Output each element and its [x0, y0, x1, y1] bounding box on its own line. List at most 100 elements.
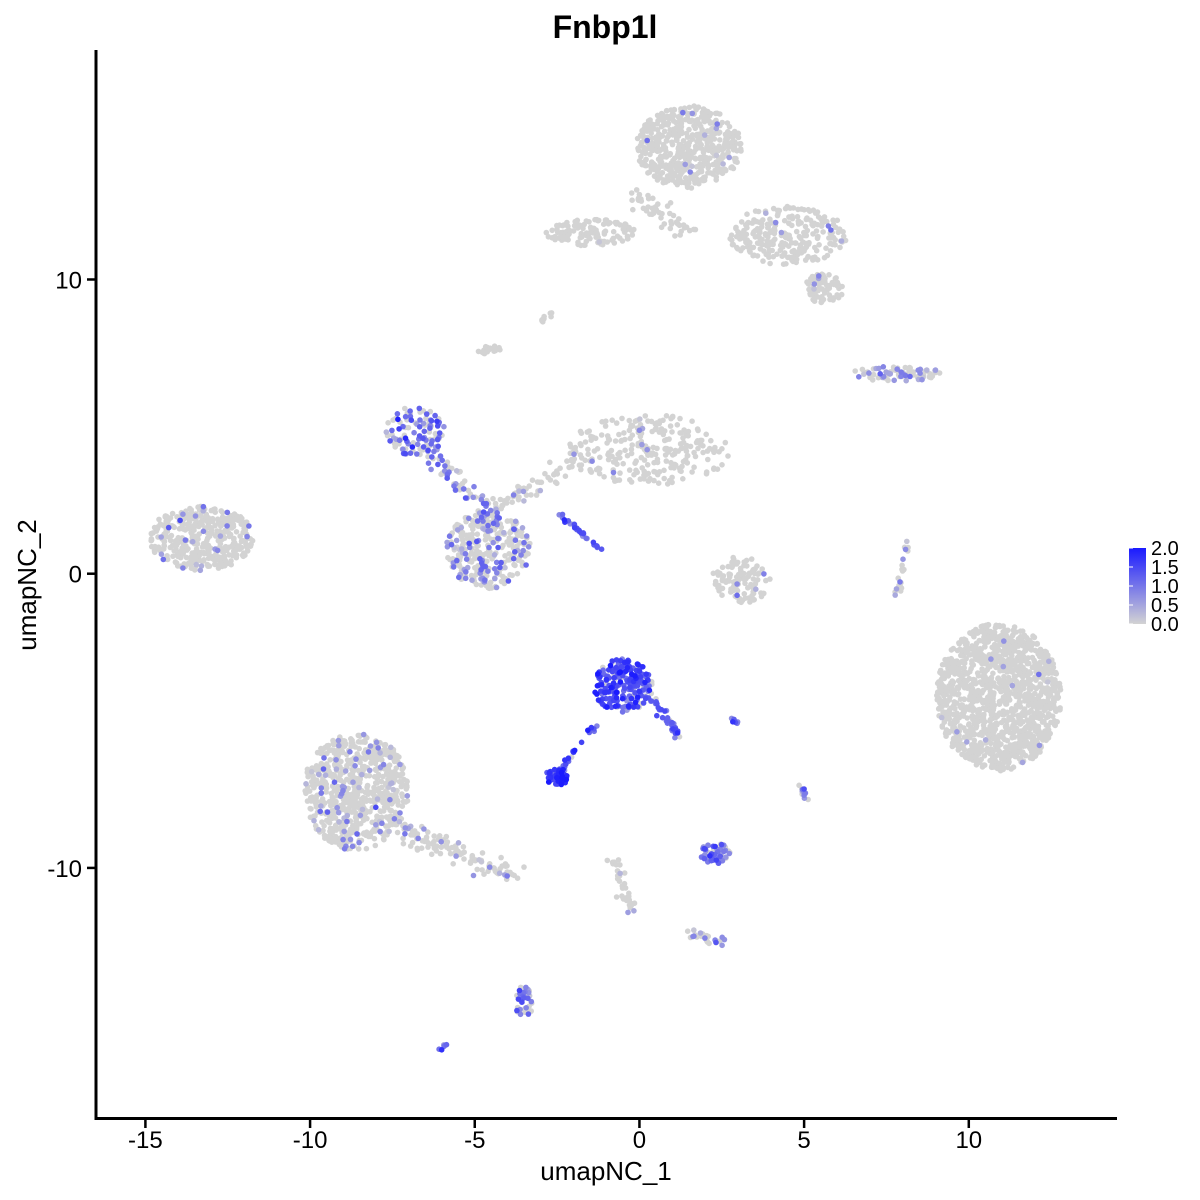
scatter-point [669, 413, 676, 420]
scatter-point [1022, 647, 1029, 653]
scatter-point [996, 679, 1003, 686]
scatter-point [469, 577, 475, 583]
scatter-point [391, 816, 398, 822]
scatter-point [723, 132, 729, 139]
scatter-point [1030, 640, 1036, 647]
scatter-point [885, 377, 891, 384]
scatter-point [601, 474, 607, 480]
scatter-point [657, 163, 663, 169]
scatter-point [671, 127, 677, 134]
scatter-point [1007, 742, 1014, 748]
scatter-point [200, 508, 206, 514]
scatter-point [193, 561, 200, 568]
scatter-point [231, 511, 238, 517]
scatter-point [827, 248, 834, 254]
scatter-point [497, 564, 503, 571]
scatter-point [562, 473, 569, 480]
scatter-point [704, 448, 711, 454]
scatter-point [347, 749, 353, 755]
scatter-point [1010, 661, 1017, 668]
scatter-point [991, 755, 997, 761]
scatter-point [955, 685, 962, 692]
scatter-point [390, 786, 397, 793]
scatter-point [760, 217, 766, 223]
scatter-point [716, 143, 722, 149]
scatter-point [996, 710, 1003, 716]
scatter-point [639, 441, 645, 448]
scatter-point [717, 570, 723, 577]
scatter-point [767, 576, 773, 582]
scatter-point [628, 422, 634, 429]
scatter-point [221, 529, 227, 535]
scatter-point [340, 804, 347, 811]
scatter-point [454, 527, 461, 533]
scatter-point [512, 549, 518, 555]
scatter-point [480, 500, 487, 507]
scatter-point [495, 544, 501, 551]
scatter-point [322, 772, 329, 778]
scatter-point [431, 448, 437, 455]
scatter-point [971, 720, 978, 727]
scatter-point [331, 799, 338, 805]
scatter-point [691, 927, 697, 933]
scatter-point [971, 737, 978, 744]
scatter-point [907, 373, 913, 380]
scatter-point [767, 241, 773, 248]
scatter-point [326, 772, 333, 779]
scatter-point [407, 408, 413, 414]
scatter-point [185, 525, 192, 531]
scatter-point [400, 446, 406, 453]
scatter-point [418, 845, 425, 851]
scatter-point [660, 417, 666, 424]
scatter-point [180, 565, 186, 571]
scatter-point [351, 806, 357, 812]
scatter-point [478, 514, 485, 521]
scatter-point [320, 766, 327, 772]
scatter-point [425, 829, 431, 835]
scatter-point [749, 220, 756, 226]
scatter-point [331, 772, 338, 779]
scatter-point [212, 561, 218, 568]
scatter-point [410, 440, 417, 446]
scatter-point [479, 867, 485, 873]
scatter-point [940, 674, 946, 680]
scatter-point [730, 144, 736, 151]
scatter-point [665, 120, 672, 126]
scatter-point [622, 436, 628, 443]
scatter-point [776, 207, 783, 214]
scatter-point [478, 560, 485, 566]
scatter-point [982, 623, 989, 630]
scatter-point [459, 537, 466, 543]
scatter-point [1045, 679, 1051, 685]
scatter-point [354, 751, 361, 757]
scatter-point [565, 232, 571, 239]
scatter-point [631, 908, 637, 914]
scatter-point [414, 451, 420, 457]
scatter-point [240, 529, 246, 536]
scatter-point [331, 779, 338, 785]
scatter-point [977, 749, 984, 755]
scatter-point [673, 132, 679, 139]
scatter-point [725, 563, 731, 570]
scatter-point [621, 880, 628, 887]
scatter-point [1013, 629, 1019, 635]
scatter-point [793, 259, 799, 266]
scatter-point [466, 544, 473, 551]
scatter-point [404, 793, 411, 799]
scatter-point [595, 217, 601, 224]
scatter-point [577, 428, 584, 435]
scatter-point [1036, 710, 1043, 716]
scatter-point [359, 806, 366, 813]
scatter-point [472, 512, 479, 519]
scatter-point [512, 518, 519, 525]
scatter-point [688, 175, 695, 181]
scatter-point [485, 568, 491, 574]
scatter-point [959, 682, 966, 688]
scatter-point [635, 147, 642, 154]
scatter-point [738, 247, 744, 254]
scatter-point [461, 856, 467, 862]
scatter-point [927, 371, 933, 377]
scatter-point [645, 418, 651, 424]
scatter-point [620, 896, 627, 902]
scatter-point [899, 568, 906, 574]
